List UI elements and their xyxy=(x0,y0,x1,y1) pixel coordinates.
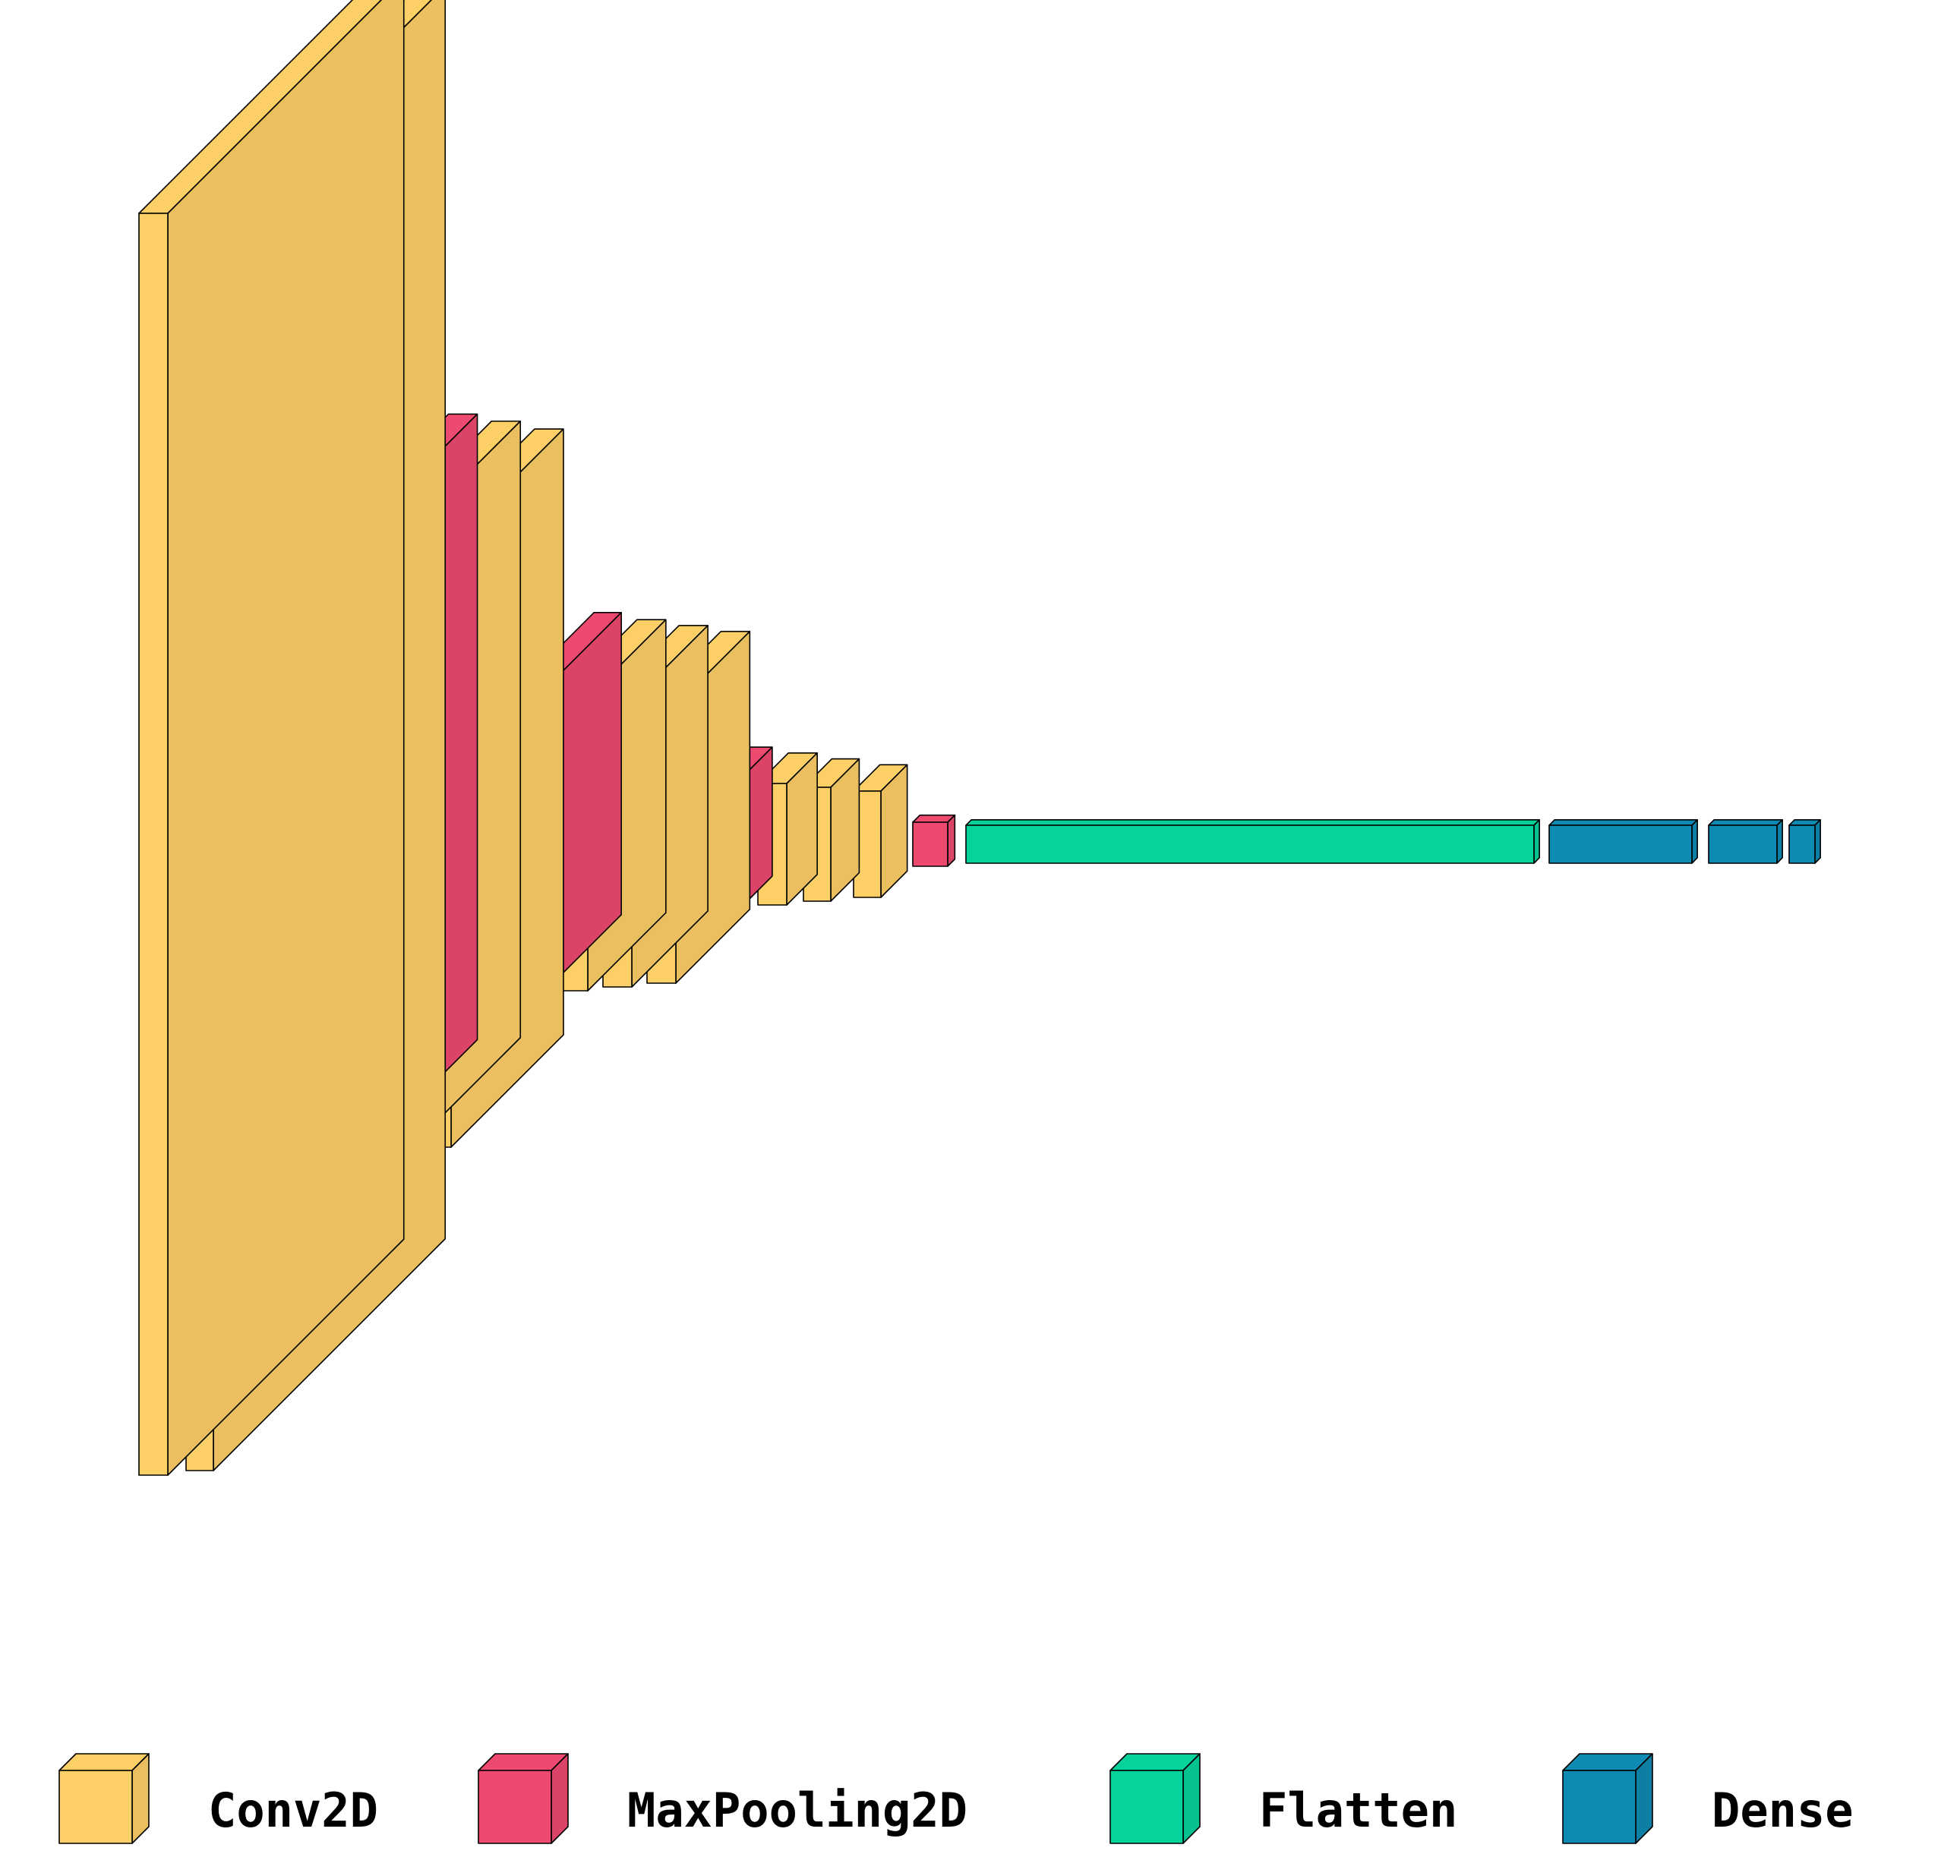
layer-15-flatten-top-face xyxy=(965,819,1540,826)
layer-stack xyxy=(138,0,1821,1476)
legend-maxpooling2d-icon-front-face xyxy=(478,1770,552,1844)
legend-flatten-icon-side-face xyxy=(1182,1753,1201,1844)
legend: Conv2D MaxPooling2D Flatten Dense xyxy=(58,1753,1854,1844)
layer-16-dense xyxy=(1548,819,1698,864)
legend-dense-label: Dense xyxy=(1712,1783,1854,1838)
legend-maxpooling2d-icon xyxy=(478,1753,569,1844)
layer-1-conv2d-front-face xyxy=(138,213,169,1476)
layer-17-dense-top-face xyxy=(1708,819,1783,826)
legend-flatten-icon-front-face xyxy=(1109,1770,1184,1844)
layer-18-dense-front-face xyxy=(1788,824,1816,864)
layer-16-dense-side-face xyxy=(1691,819,1698,864)
layer-1-conv2d-side-face xyxy=(167,0,405,1476)
layer-15-flatten xyxy=(965,819,1540,864)
legend-dense-icon xyxy=(1562,1753,1653,1844)
layer-15-flatten-front-face xyxy=(965,824,1535,864)
layer-1-conv2d xyxy=(138,0,405,1476)
layer-17-dense xyxy=(1708,819,1783,864)
layer-15-flatten-side-face xyxy=(1533,819,1540,864)
layer-13-conv2d xyxy=(853,764,908,898)
layer-18-dense xyxy=(1788,819,1821,864)
layer-14-maxpooling2d xyxy=(912,814,956,867)
legend-dense-icon-side-face xyxy=(1635,1753,1653,1844)
legend-conv2d-icon xyxy=(58,1753,150,1844)
layer-14-maxpooling2d-front-face xyxy=(912,821,948,867)
layer-17-dense-side-face xyxy=(1776,819,1783,864)
layer-16-dense-front-face xyxy=(1548,824,1693,864)
legend-conv2d-label: Conv2D xyxy=(208,1783,378,1838)
legend-flatten-label: Flatten xyxy=(1259,1783,1457,1838)
legend-maxpooling2d-icon-side-face xyxy=(551,1753,569,1844)
legend-conv2d-icon-side-face xyxy=(131,1753,150,1844)
legend-flatten-icon xyxy=(1109,1753,1201,1844)
layer-16-dense-top-face xyxy=(1548,819,1698,826)
layer-18-dense-side-face xyxy=(1814,819,1821,864)
legend-dense-icon-front-face xyxy=(1562,1770,1636,1844)
layer-17-dense-front-face xyxy=(1708,824,1778,864)
legend-conv2d-icon-front-face xyxy=(58,1770,133,1844)
legend-maxpooling2d-label: MaxPooling2D xyxy=(627,1783,967,1838)
layer-14-maxpooling2d-side-face xyxy=(947,814,956,867)
